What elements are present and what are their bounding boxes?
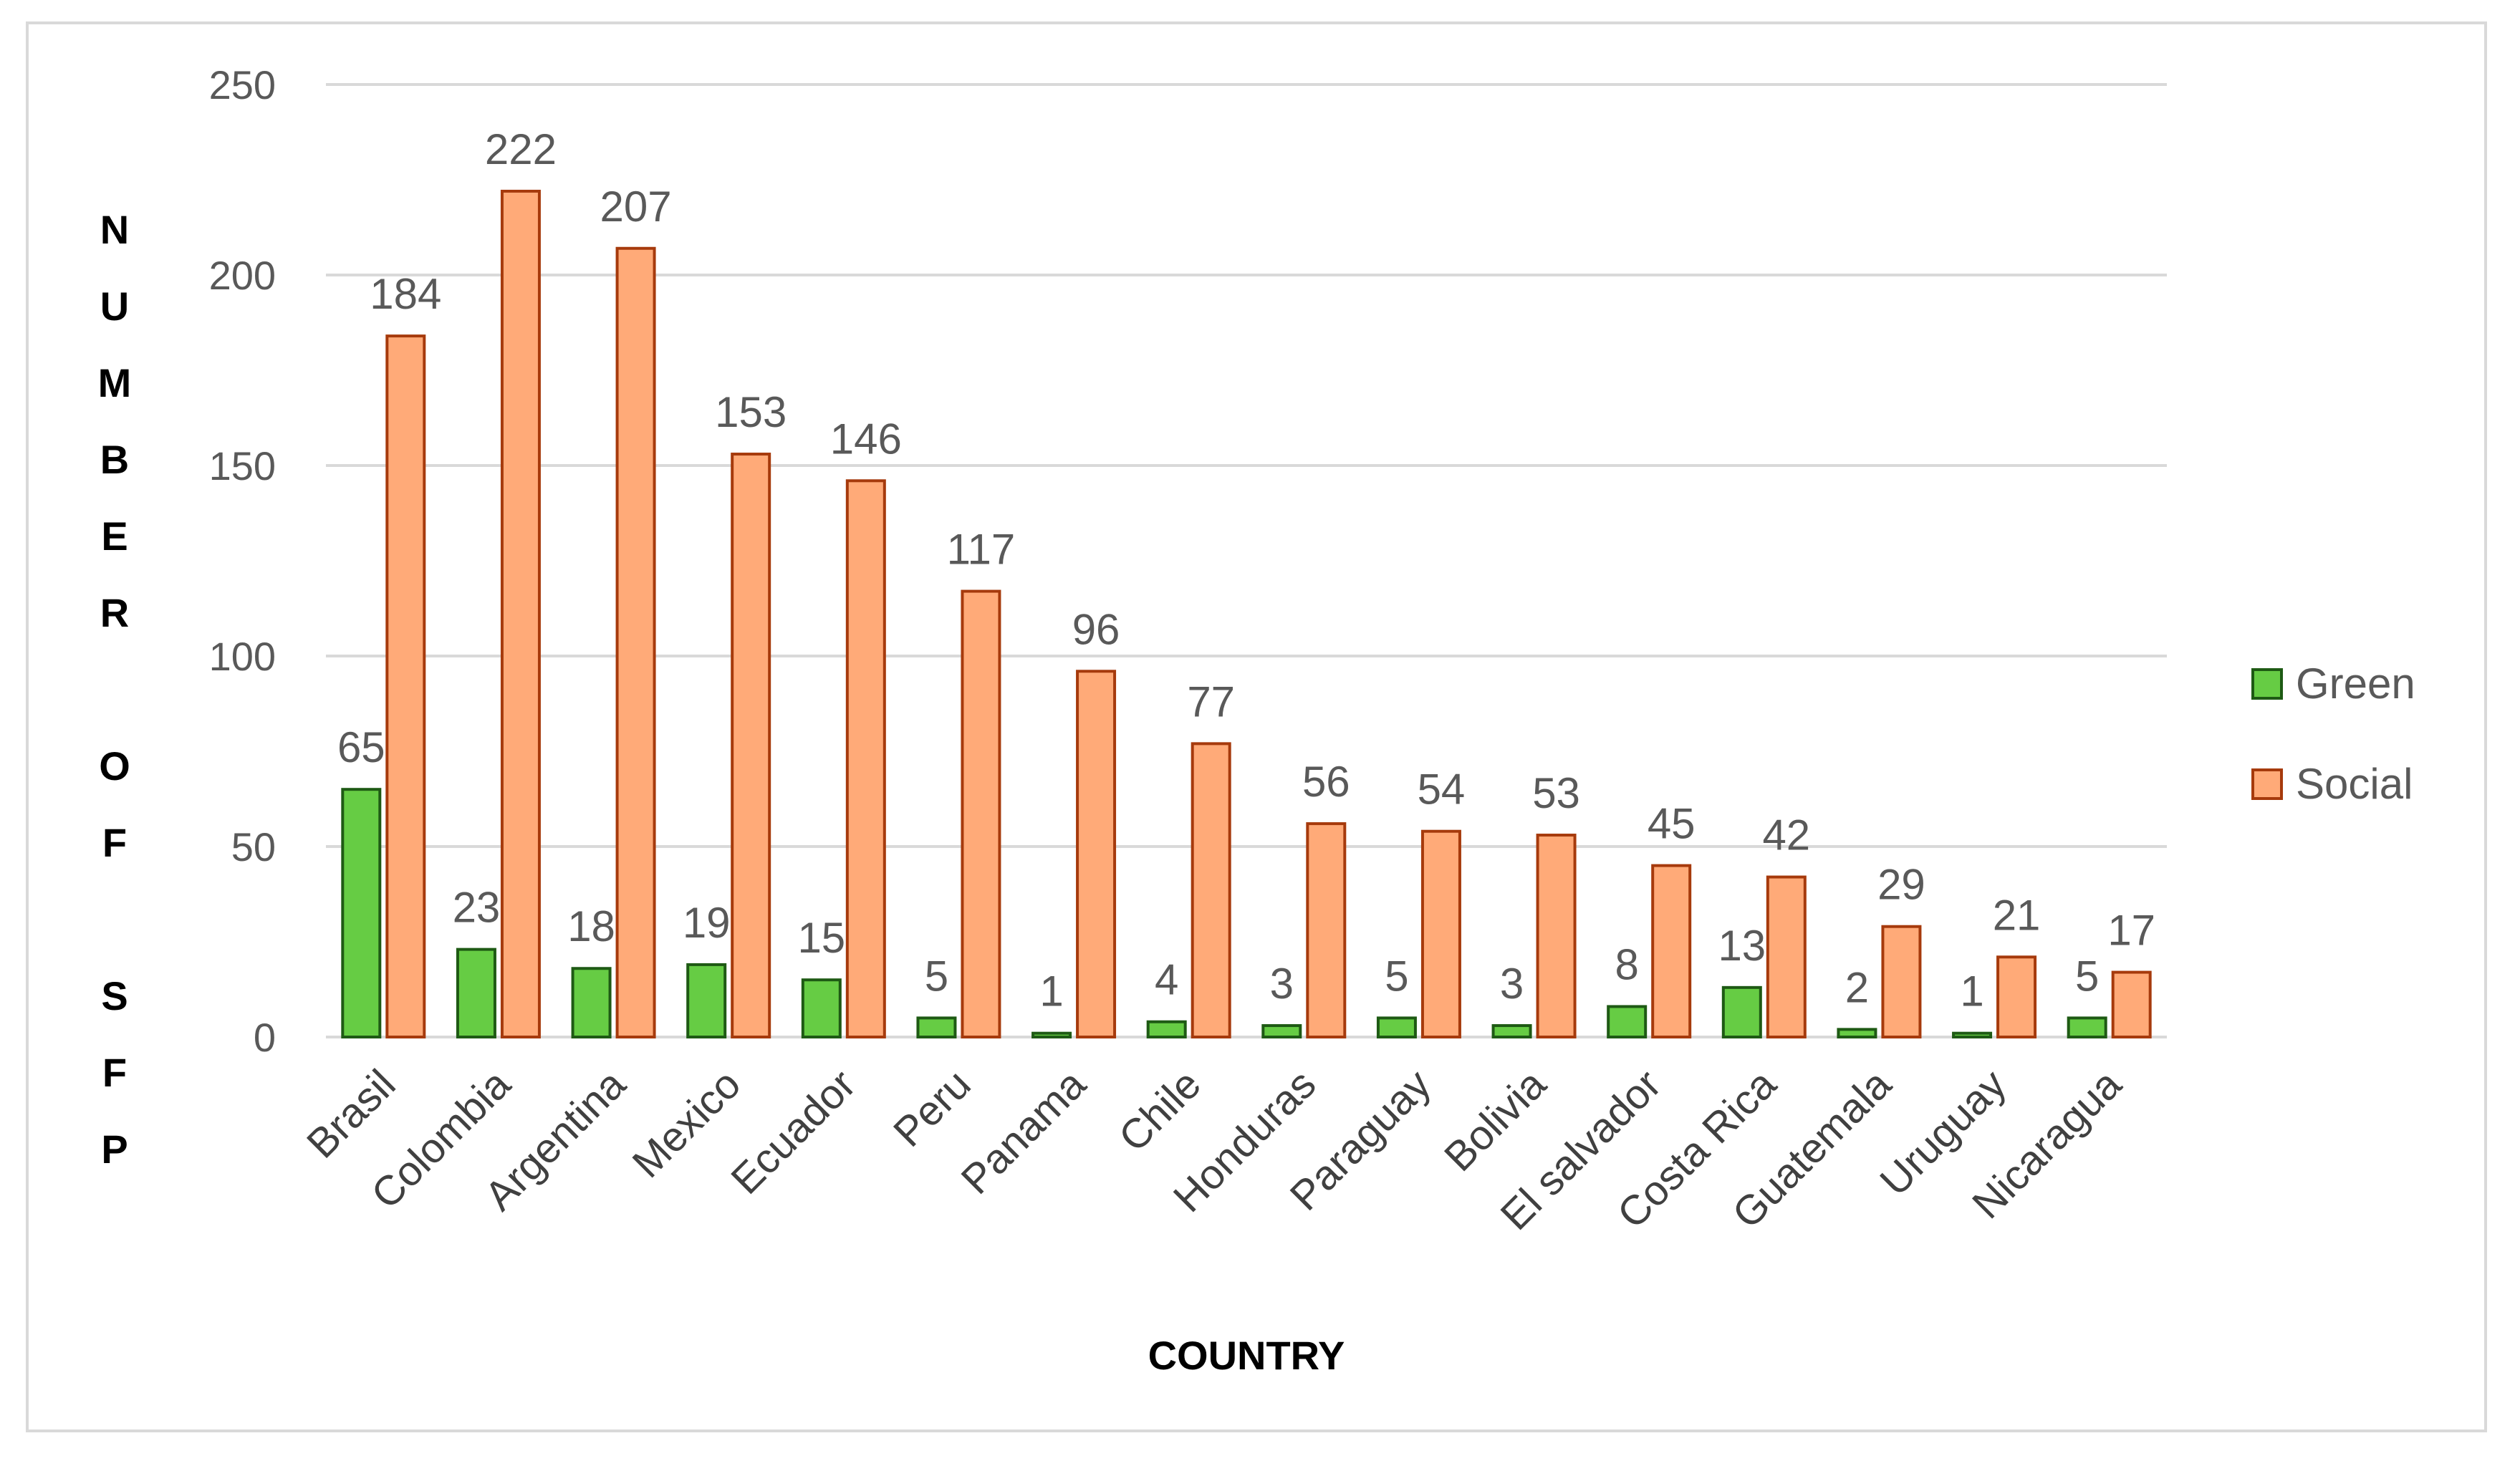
bar-green [1607,1005,1648,1038]
data-label-social: 96 [1072,605,1120,653]
bar-social [1996,955,2037,1039]
bar-green [1261,1024,1302,1039]
data-label-green: 19 [683,899,731,947]
data-label-social: 29 [1877,861,1925,909]
bar-green [1031,1031,1072,1039]
bar-green [456,948,496,1039]
x-category-label: Panama [953,1061,1095,1203]
y-axis-title-letter: E [101,513,128,559]
y-axis-title-letter: F [102,820,127,865]
data-label-social: 77 [1187,678,1235,725]
data-label-green: 1 [1960,968,1983,1016]
data-label-social: 21 [1993,891,2041,939]
x-axis-title: COUNTRY [1148,1333,1345,1378]
y-tick-label: 0 [254,1015,276,1060]
data-label-green: 5 [2075,952,2099,1000]
bar-green [2067,1016,2107,1039]
data-label-green: 1 [1039,968,1063,1016]
bar-social [961,589,1001,1038]
bar-social [500,189,541,1039]
bar-social [1420,829,1461,1038]
data-label-green: 13 [1718,922,1766,970]
chart-frame [26,21,2487,1432]
data-label-green: 65 [337,723,385,771]
y-axis-title-letter: M [98,360,132,405]
legend-label-social: Social [2296,760,2413,808]
data-label-green: 3 [1270,960,1294,1008]
y-tick-label: 250 [209,62,276,107]
bar-social [1536,834,1577,1039]
y-axis-title-letter: P [101,1127,128,1172]
y-axis-title-letter: S [101,973,128,1018]
bar-green [1491,1024,1532,1039]
x-category-label: Chile [1110,1061,1209,1160]
bar-green [686,963,727,1039]
y-axis-title-letter: F [102,1050,127,1095]
data-label-green: 15 [797,914,845,962]
data-label-green: 4 [1155,956,1178,1004]
y-axis-title-letter: N [100,207,129,252]
x-category-label: Ecuador [722,1061,865,1203]
y-axis-ticks: 0 50 100 150 200 250 [209,62,276,1060]
data-label-social: 117 [947,526,1016,574]
y-tick-label: 100 [209,634,276,679]
data-label-green: 5 [1385,952,1408,1000]
data-label-social: 207 [600,183,672,231]
legend: Green Social [2251,660,2415,808]
bar-social [1766,875,1807,1039]
bar-social [2111,970,2152,1039]
data-label-social: 45 [1648,800,1696,848]
legend-label-green: Green [2296,660,2415,708]
data-label-social: 17 [2107,907,2155,955]
data-label-social: 53 [1532,769,1580,817]
bar-social [1651,864,1692,1038]
data-label-green: 18 [567,902,615,950]
bar-green [1376,1016,1417,1039]
bar-green [1837,1028,1877,1038]
data-label-social: 54 [1418,766,1466,814]
bar-social [615,246,656,1038]
x-category-label: Brasil [298,1061,405,1167]
bar-green [571,967,612,1038]
bar-social [1076,670,1117,1039]
data-label-green: 3 [1500,960,1524,1008]
y-tick-label: 200 [209,253,276,298]
bar-green [341,788,382,1038]
data-label-social: 56 [1302,758,1350,806]
bar-green [1721,985,1762,1038]
y-tick-label: 50 [231,824,276,869]
y-axis-title-letter: R [100,590,129,635]
legend-swatch-green [2251,668,2283,700]
bar-social [1191,742,1231,1038]
data-label-green: 23 [453,884,501,932]
bar-social [1881,925,1922,1038]
bar-social [1306,822,1347,1038]
y-axis-title-letter: U [100,284,129,329]
data-label-social: 184 [370,270,441,318]
y-axis-title-letter: B [100,437,129,482]
bar-social [845,479,886,1038]
data-label-green: 8 [1615,940,1639,988]
bar-social [731,453,771,1038]
bar-green [801,978,842,1038]
data-labels: 6518423222182071915315146511719647735655… [337,125,2155,1016]
data-label-social: 42 [1762,811,1810,859]
y-axis-title-letter: O [99,743,130,789]
bar-green [1952,1031,1993,1039]
bars [341,189,2152,1039]
bar-social [385,334,426,1038]
legend-swatch-social [2251,768,2283,800]
data-label-social: 146 [830,415,902,463]
data-label-social: 222 [485,125,557,173]
data-label-green: 5 [925,952,948,1000]
data-label-green: 2 [1845,963,1869,1011]
y-tick-label: 150 [209,443,276,488]
bar-green [916,1016,957,1039]
data-label-social: 153 [715,388,787,436]
bar-green [1146,1020,1187,1038]
x-category-label: Peru [885,1061,980,1156]
